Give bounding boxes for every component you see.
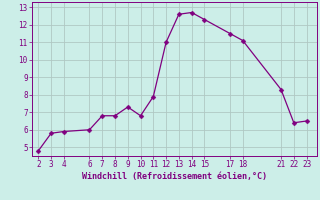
X-axis label: Windchill (Refroidissement éolien,°C): Windchill (Refroidissement éolien,°C) (82, 172, 267, 181)
